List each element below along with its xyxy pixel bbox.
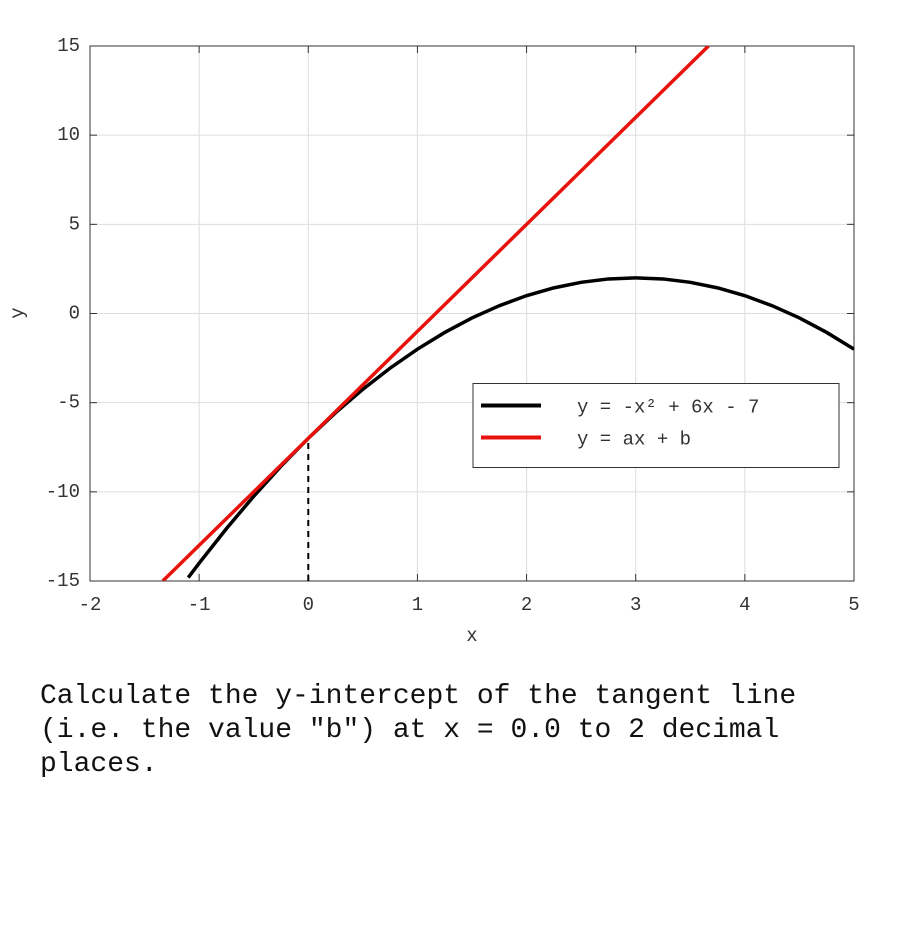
plot-frame <box>89 45 855 582</box>
x-tick-label: -2 <box>79 594 102 616</box>
x-tick-label: -1 <box>188 594 211 616</box>
y-tick-label: -10 <box>46 481 80 503</box>
x-tick-label: 1 <box>412 594 423 616</box>
y-tick-label: -15 <box>46 570 80 592</box>
legend-label: y = ax + b <box>577 429 691 451</box>
x-tick-label: 4 <box>739 594 750 616</box>
y-tick-label: 0 <box>69 303 80 325</box>
x-axis-label: x <box>466 625 477 647</box>
x-tick-label: 5 <box>848 594 859 616</box>
legend-label: y = -x² + 6x - 7 <box>577 397 759 419</box>
y-tick-label: -5 <box>57 392 80 414</box>
x-tick-label: 3 <box>630 594 641 616</box>
x-tick-label: 2 <box>521 594 532 616</box>
y-tick-label: 5 <box>69 213 80 235</box>
x-tick-label: 0 <box>303 594 314 616</box>
y-tick-label: 15 <box>57 35 80 57</box>
question: Calculate the y-intercept of the tangent… <box>40 681 797 780</box>
y-axis-label: y <box>7 307 29 318</box>
y-tick-label: 10 <box>57 124 80 146</box>
legend-box <box>472 383 840 468</box>
series-line <box>161 46 710 581</box>
